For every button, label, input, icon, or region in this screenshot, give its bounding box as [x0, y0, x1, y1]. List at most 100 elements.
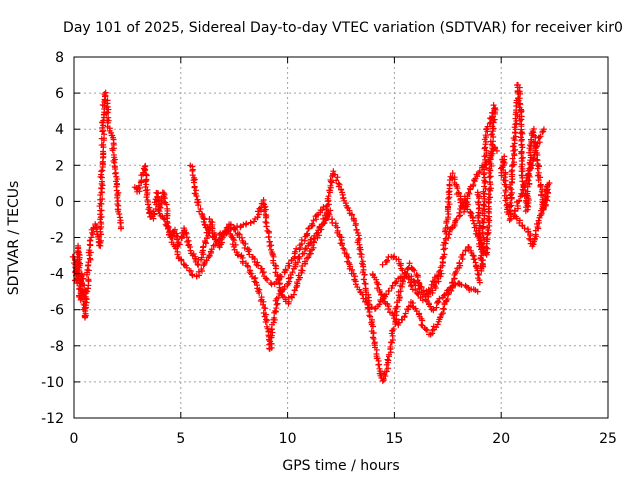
- data-point: [391, 312, 398, 319]
- data-point: [339, 242, 346, 249]
- data-point: [381, 371, 388, 378]
- data-point: [258, 265, 265, 272]
- data-point: [160, 215, 167, 222]
- y-tick-label: 2: [55, 158, 64, 174]
- y-tick-label: -8: [50, 339, 64, 355]
- data-point: [519, 144, 526, 151]
- data-point: [486, 166, 493, 173]
- data-point: [506, 208, 513, 215]
- x-tick-label: 10: [279, 431, 297, 447]
- data-point: [516, 88, 523, 95]
- data-point: [486, 222, 493, 229]
- data-point: [195, 202, 202, 209]
- data-point: [117, 225, 124, 232]
- data-point: [157, 200, 164, 207]
- data-point: [175, 239, 182, 246]
- y-tick-label: 6: [55, 86, 64, 102]
- data-point: [456, 259, 463, 266]
- data-point: [474, 288, 481, 295]
- data-point: [275, 276, 282, 283]
- data-point: [530, 125, 537, 132]
- data-point: [274, 273, 281, 280]
- data-point: [197, 205, 204, 212]
- data-point: [141, 167, 148, 174]
- data-point: [476, 230, 483, 237]
- data-point: [493, 147, 500, 154]
- data-point: [507, 199, 514, 206]
- data-point: [189, 272, 196, 279]
- data-point: [267, 279, 274, 286]
- data-point: [435, 299, 442, 306]
- data-point: [245, 248, 252, 255]
- data-point: [79, 275, 86, 282]
- data-point: [390, 254, 397, 261]
- data-point: [289, 294, 296, 301]
- data-point: [317, 224, 324, 231]
- data-point: [96, 242, 103, 249]
- data-point: [529, 162, 536, 169]
- data-point: [487, 173, 494, 180]
- data-point: [508, 168, 515, 175]
- data-point: [99, 127, 106, 134]
- data-point: [511, 124, 518, 131]
- data-point: [105, 106, 112, 113]
- data-point: [85, 267, 92, 274]
- data-point: [376, 301, 383, 308]
- axis-ticks: 0 5 10 15 20 25 -12 -10 -8 -6 -4 -2 0 2 4 6 8: [41, 50, 617, 447]
- data-point: [518, 108, 525, 115]
- data-point: [466, 190, 473, 197]
- data-point: [75, 249, 82, 256]
- data-point: [519, 154, 526, 161]
- data-point: [142, 178, 149, 185]
- data-point: [512, 133, 519, 140]
- data-point: [282, 266, 289, 273]
- data-point: [215, 237, 222, 244]
- data-point: [445, 195, 452, 202]
- data-point: [241, 244, 248, 251]
- data-point: [395, 256, 402, 263]
- data-point: [511, 129, 518, 136]
- data-point: [540, 126, 547, 133]
- data-point: [84, 288, 91, 295]
- data-point: [98, 174, 105, 181]
- data-point: [298, 236, 305, 243]
- data-point: [314, 229, 321, 236]
- data-point: [161, 198, 168, 205]
- data-point: [230, 236, 237, 243]
- data-point: [440, 305, 447, 312]
- data-point: [534, 165, 541, 172]
- data-point: [361, 280, 368, 287]
- data-point: [265, 234, 272, 241]
- data-point: [195, 262, 202, 269]
- x-tick-label: 0: [70, 431, 79, 447]
- data-point: [535, 177, 542, 184]
- data-point: [206, 229, 213, 236]
- data-point: [275, 294, 282, 301]
- data-point: [438, 311, 445, 318]
- data-point: [99, 101, 106, 108]
- data-point: [431, 283, 438, 290]
- data-point: [401, 313, 408, 320]
- data-point: [272, 307, 279, 314]
- data-point: [278, 289, 285, 296]
- data-point: [262, 319, 269, 326]
- data-point: [271, 314, 278, 321]
- data-point: [166, 227, 173, 234]
- data-point: [319, 206, 326, 213]
- data-point: [231, 237, 238, 244]
- data-point: [219, 230, 226, 237]
- data-point: [402, 310, 409, 317]
- y-tick-label: 8: [55, 50, 64, 66]
- data-point: [229, 241, 236, 248]
- data-point: [384, 257, 391, 264]
- data-point: [323, 205, 330, 212]
- x-tick-label: 5: [176, 431, 185, 447]
- data-point: [484, 128, 491, 135]
- data-point: [470, 217, 477, 224]
- data-point: [320, 220, 327, 227]
- data-point: [244, 263, 251, 270]
- data-point: [435, 272, 442, 279]
- data-point: [482, 178, 489, 185]
- data-point: [262, 218, 269, 225]
- data-point: [478, 267, 485, 274]
